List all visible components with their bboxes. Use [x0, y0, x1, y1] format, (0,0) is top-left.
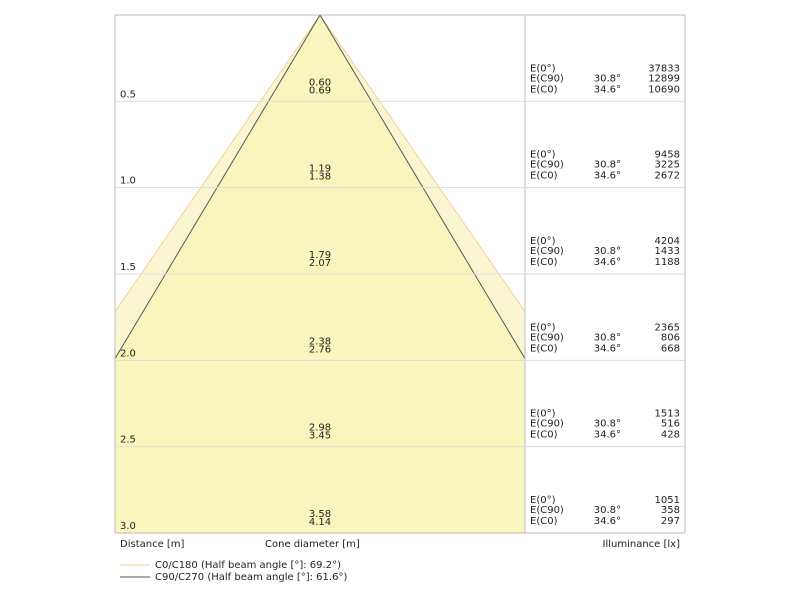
legend-entry: C0/C180 (Half beam angle [°]: 69.2°)	[155, 560, 341, 571]
illuminance-label: E(0°)	[530, 236, 556, 247]
illuminance-value: 1051	[655, 495, 680, 506]
diameter: 4.14	[309, 517, 331, 528]
distance: 2.5	[120, 435, 136, 446]
illuminance-label: E(C0)	[530, 343, 558, 354]
diameter: 0.60	[309, 77, 331, 88]
beam-angle: 30.8°	[594, 419, 621, 430]
illuminance-label: E(C0)	[530, 430, 558, 441]
illuminance-label: E(0°)	[530, 150, 556, 161]
diameter: 1.38	[309, 172, 331, 183]
illuminance-value: 428	[661, 430, 680, 441]
illuminance-value: 1188	[655, 257, 680, 268]
diameter: 1.19	[309, 164, 331, 175]
distance: 3.0	[120, 521, 136, 532]
beam-angle: 30.8°	[594, 505, 621, 516]
illuminance-value: 1513	[655, 409, 680, 420]
illuminance-value: 4204	[655, 236, 680, 247]
diameter: 2.38	[309, 336, 331, 347]
diameter: 2.76	[309, 344, 331, 355]
illuminance-value: 297	[661, 516, 680, 527]
illuminance-label: E(C0)	[530, 84, 558, 95]
illuminance-label: E(0°)	[530, 63, 556, 74]
distance: 2.0	[120, 348, 136, 359]
legend-entry: C90/C270 (Half beam angle [°]: 61.6°)	[155, 572, 347, 583]
illuminance-value: 806	[661, 332, 680, 343]
beam-angle: 30.8°	[594, 160, 621, 171]
diameter-label: Cone diameter [m]	[265, 539, 360, 550]
diameter: 0.69	[309, 85, 331, 96]
beam-angle: 34.6°	[594, 257, 621, 268]
illuminance-value: 1433	[655, 246, 680, 257]
beam-angle: 34.6°	[594, 516, 621, 527]
diameter: 3.58	[309, 509, 331, 520]
diameter: 2.98	[309, 423, 331, 434]
illuminance-label: E(C90)	[530, 505, 564, 516]
illuminance-value: 3225	[655, 160, 680, 171]
illuminance-value: 358	[661, 505, 680, 516]
beam-angle: 30.8°	[594, 73, 621, 84]
illuminance-value: 37833	[648, 63, 680, 74]
illuminance-label: E(C0)	[530, 257, 558, 268]
illuminance-value: 9458	[655, 150, 680, 161]
illuminance-label: E(C90)	[530, 246, 564, 257]
beam-angle: 30.8°	[594, 332, 621, 343]
illuminance-label: E(C0)	[530, 516, 558, 527]
illuminance-label: Illuminance [lx]	[603, 539, 681, 550]
illuminance-label: E(C90)	[530, 160, 564, 171]
distance: 1.0	[120, 176, 136, 187]
illuminance-label: E(C90)	[530, 332, 564, 343]
illuminance-label: E(0°)	[530, 322, 556, 333]
illuminance-value: 10690	[648, 84, 680, 95]
illuminance-value: 516	[661, 419, 680, 430]
illuminance-value: 2365	[655, 322, 680, 333]
diameter: 3.45	[309, 431, 331, 442]
diameter: 1.79	[309, 250, 331, 261]
beam-angle: 30.8°	[594, 246, 621, 257]
illuminance-label: E(C90)	[530, 73, 564, 84]
distance-label: Distance [m]	[120, 539, 185, 550]
illuminance-value: 668	[661, 343, 680, 354]
illuminance-label: E(0°)	[530, 495, 556, 506]
illuminance-value: 2672	[655, 171, 680, 182]
distance: 0.5	[120, 89, 136, 100]
beam-angle: 34.6°	[594, 171, 621, 182]
beam-angle: 34.6°	[594, 84, 621, 95]
distance: 1.5	[120, 262, 136, 273]
beam-angle: 34.6°	[594, 343, 621, 354]
diameter: 2.07	[309, 258, 331, 269]
illuminance-label: E(C90)	[530, 419, 564, 430]
beam-angle: 34.6°	[594, 430, 621, 441]
illuminance-label: E(C0)	[530, 171, 558, 182]
illuminance-label: E(0°)	[530, 409, 556, 420]
illuminance-value: 12899	[648, 73, 680, 84]
